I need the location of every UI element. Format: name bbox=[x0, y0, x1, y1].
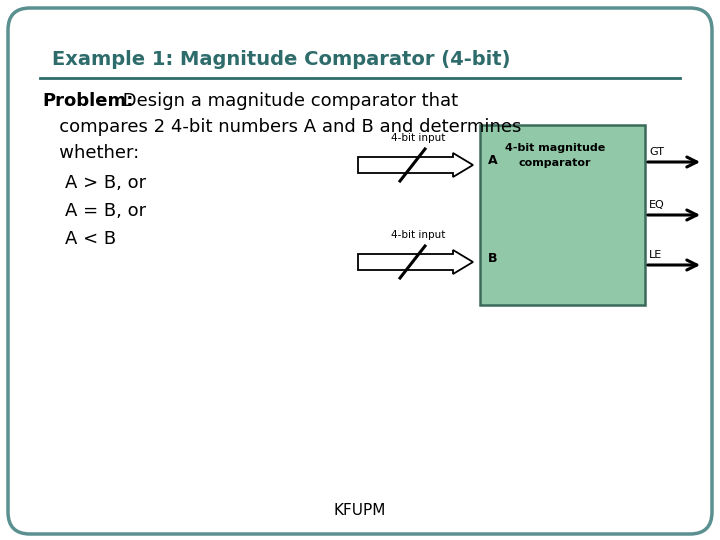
FancyBboxPatch shape bbox=[8, 8, 712, 534]
Text: A: A bbox=[488, 154, 498, 167]
Text: B: B bbox=[488, 252, 498, 265]
Text: 4-bit magnitude: 4-bit magnitude bbox=[505, 143, 605, 153]
Text: Design a magnitude comparator that: Design a magnitude comparator that bbox=[117, 92, 458, 110]
Text: 4-bit input: 4-bit input bbox=[391, 230, 445, 240]
FancyArrow shape bbox=[358, 153, 473, 177]
Text: EQ: EQ bbox=[649, 200, 665, 210]
Text: Problem:: Problem: bbox=[42, 92, 133, 110]
FancyBboxPatch shape bbox=[480, 125, 645, 305]
Text: KFUPM: KFUPM bbox=[334, 503, 386, 518]
Text: A < B: A < B bbox=[42, 230, 116, 248]
Text: whether:: whether: bbox=[42, 144, 139, 162]
Text: comparator: comparator bbox=[518, 158, 591, 168]
Text: A > B, or: A > B, or bbox=[42, 174, 146, 192]
FancyArrow shape bbox=[358, 250, 473, 274]
Text: A = B, or: A = B, or bbox=[42, 202, 146, 220]
Text: 4-bit input: 4-bit input bbox=[391, 133, 445, 143]
Text: LE: LE bbox=[649, 250, 662, 260]
Text: Example 1: Magnitude Comparator (4-bit): Example 1: Magnitude Comparator (4-bit) bbox=[52, 50, 510, 69]
Text: compares 2 4-bit numbers A and B and determines: compares 2 4-bit numbers A and B and det… bbox=[42, 118, 521, 136]
Text: GT: GT bbox=[649, 147, 664, 157]
